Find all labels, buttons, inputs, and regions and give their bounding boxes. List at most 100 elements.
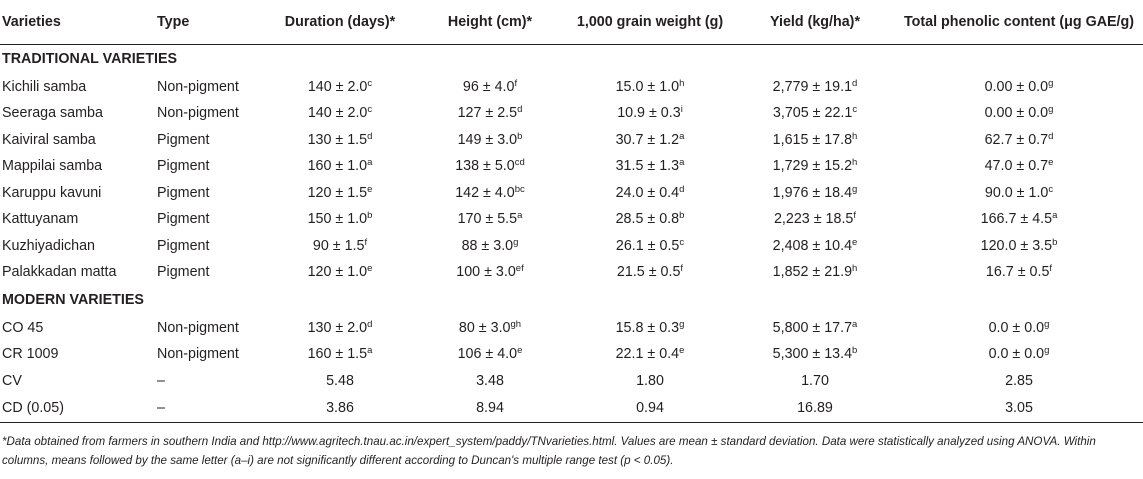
significance-letter: c: [679, 236, 685, 248]
cell-value: 1,976 ± 18.4: [772, 184, 853, 201]
table-cell: Seeraga samba: [0, 100, 155, 127]
significance-letter: c: [1048, 183, 1054, 195]
table-cell: 5.48: [265, 368, 415, 395]
cell-value: 3.86: [326, 400, 354, 416]
table-cell: 166.7 ± 4.5a: [895, 206, 1143, 233]
table-cell: Pigment: [155, 206, 265, 233]
cell-value: 140 ± 2.0: [307, 105, 368, 122]
cell-value: 15.8 ± 0.3: [615, 319, 680, 336]
table-cell: 160 ± 1.5a: [265, 341, 415, 368]
table-cell: 15.0 ± 1.0h: [565, 74, 735, 101]
cell-value: 149 ± 3.0: [457, 131, 518, 148]
header-phenolic: Total phenolic content (μg GAE/g): [895, 0, 1143, 45]
cell-value: 140 ± 2.0: [307, 78, 368, 95]
significance-letter: f: [680, 263, 684, 275]
cell-value: Pigment: [157, 158, 210, 175]
table-cell: 5,800 ± 17.7a: [735, 315, 895, 342]
significance-letter: a: [852, 318, 858, 330]
significance-letter: g: [852, 183, 858, 195]
cell-value: CV: [2, 372, 22, 389]
table-cell: 2,408 ± 10.4e: [735, 233, 895, 260]
significance-letter: f: [364, 236, 368, 248]
cell-value: 31.5 ± 1.3: [615, 158, 680, 175]
table-row: CV – 5.48 3.48 1.80 1.70 2.85: [0, 368, 1143, 395]
table-cell: Non-pigment: [155, 315, 265, 342]
cell-value: Palakkadan matta: [2, 264, 117, 281]
table-cell: 130 ± 2.0d: [265, 315, 415, 342]
significance-letter: e: [852, 236, 858, 248]
significance-letter: a: [367, 157, 373, 169]
cell-value: 3,705 ± 22.1: [772, 105, 853, 122]
significance-letter: e: [517, 345, 523, 357]
table-cell: 1,615 ± 17.8h: [735, 127, 895, 154]
table-cell: 170 ± 5.5a: [415, 206, 565, 233]
cell-value: 0.00 ± 0.0: [984, 105, 1049, 122]
table-cell: 120 ± 1.5e: [265, 180, 415, 207]
cell-value: 88 ± 3.0: [461, 237, 514, 254]
table-row: Karuppu kavuni Pigment 120 ± 1.5e 142 ± 4.0…: [0, 180, 1143, 207]
table-cell: 80 ± 3.0gh: [415, 315, 565, 342]
table-cell: 160 ± 1.0a: [265, 153, 415, 180]
significance-letter: h: [679, 77, 685, 89]
cell-value: 15.0 ± 1.0: [615, 78, 680, 95]
cell-value: 21.5 ± 0.5: [616, 264, 681, 281]
table-cell: 138 ± 5.0cd: [415, 153, 565, 180]
table-cell: CD (0.05): [0, 394, 155, 423]
cell-value: 2.85: [1005, 372, 1033, 389]
significance-letter: f: [1049, 263, 1053, 275]
cell-value: CD (0.05): [2, 400, 64, 416]
significance-letter: d: [367, 130, 373, 142]
table-cell: Pigment: [155, 259, 265, 286]
table-row: CR 1009 Non-pigment 160 ± 1.5a 106 ± 4.0e 22…: [0, 341, 1143, 368]
table-cell: 47.0 ± 0.7e: [895, 153, 1143, 180]
cell-value: Non-pigment: [157, 346, 239, 363]
table-cell: CR 1009: [0, 341, 155, 368]
significance-letter: d: [679, 183, 685, 195]
significance-letter: g: [1044, 318, 1050, 330]
table-cell: –: [155, 394, 265, 423]
significance-letter: gh: [510, 318, 522, 330]
table-body: TRADITIONAL VARIETIES Kichili samba Non-pi…: [0, 44, 1143, 423]
header-row: Varieties Type Duration (days)* Height (…: [0, 0, 1143, 45]
table-cell: 120.0 ± 3.5b: [895, 233, 1143, 260]
significance-letter: g: [1048, 77, 1054, 89]
cell-value: 96 ± 4.0: [462, 78, 515, 95]
table-row: CO 45 Non-pigment 130 ± 2.0d 80 ± 3.0gh 15.8…: [0, 315, 1143, 342]
rice-varieties-table: Varieties Type Duration (days)* Height (…: [0, 0, 1143, 423]
table-cell: 130 ± 1.5d: [265, 127, 415, 154]
table-cell: 0.0 ± 0.0g: [895, 315, 1143, 342]
table-cell: 96 ± 4.0f: [415, 74, 565, 101]
cell-value: 120 ± 1.5: [307, 184, 368, 201]
significance-letter: h: [852, 130, 858, 142]
table-cell: 5,300 ± 13.4b: [735, 341, 895, 368]
table-cell: 16.89: [735, 394, 895, 423]
table-cell: Non-pigment: [155, 100, 265, 127]
table-cell: 62.7 ± 0.7d: [895, 127, 1143, 154]
header-varieties: Varieties: [0, 0, 155, 45]
significance-letter: g: [513, 236, 519, 248]
header-type: Type: [155, 0, 265, 45]
cell-value: 127 ± 2.5: [457, 105, 518, 122]
significance-letter: a: [367, 345, 373, 357]
significance-letter: d: [1048, 130, 1054, 142]
significance-letter: b: [517, 130, 523, 142]
table-cell: 15.8 ± 0.3g: [565, 315, 735, 342]
table-cell: 1,976 ± 18.4g: [735, 180, 895, 207]
cell-value: Kattuyanam: [2, 211, 79, 228]
cell-value: Non-pigment: [157, 105, 239, 122]
significance-letter: c: [367, 104, 373, 116]
header-yield: Yield (kg/ha)*: [735, 0, 895, 45]
table-row: Kaiviral samba Pigment 130 ± 1.5d 149 ± 3.0…: [0, 127, 1143, 154]
cell-value: 80 ± 3.0: [458, 319, 511, 336]
cell-value: 130 ± 2.0: [307, 319, 368, 336]
header-duration: Duration (days)*: [265, 0, 415, 45]
significance-letter: a: [1052, 210, 1058, 222]
cell-value: CO 45: [2, 319, 44, 336]
cell-value: 142 ± 4.0: [455, 184, 515, 201]
table-cell: 120 ± 1.0e: [265, 259, 415, 286]
table-cell: 3.05: [895, 394, 1143, 423]
cell-value: Pigment: [157, 131, 210, 148]
cell-value: 5.48: [326, 372, 354, 389]
table-cell: Kattuyanam: [0, 206, 155, 233]
